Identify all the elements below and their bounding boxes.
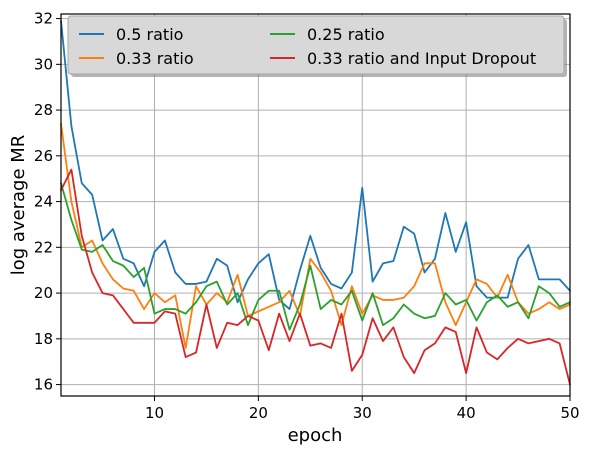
x-tick-label-2: 30	[353, 404, 372, 422]
series-line-0	[60, 19, 571, 310]
y-tick-label-0: 16	[34, 376, 53, 394]
plot-background	[61, 14, 570, 396]
y-tick-label-6: 28	[34, 101, 53, 119]
legend: 0.5 ratio 0.33 ratio 0.25 ratio 0.33 rat…	[67, 15, 567, 77]
legend-label-0: 0.5 ratio	[116, 25, 183, 44]
x-tick-label-0: 10	[145, 404, 164, 422]
legend-label-1: 0.33 ratio	[116, 49, 194, 68]
series-line-1	[60, 122, 571, 349]
y-tick-label-4: 24	[34, 193, 53, 211]
x-tick-label-1: 20	[249, 404, 268, 422]
y-tick-label-7: 30	[34, 55, 53, 73]
series-lines	[60, 19, 571, 386]
y-tick-label-5: 26	[34, 147, 53, 165]
x-tick-label-4: 50	[560, 404, 579, 422]
x-tick-label-3: 40	[457, 404, 476, 422]
legend-label-2: 0.25 ratio	[307, 25, 385, 44]
y-tick-label-2: 20	[34, 284, 53, 302]
axis-ticks: 10 20 30 40 50 16 18 20 22 24 26 28 30 32	[34, 10, 580, 422]
legend-box	[67, 15, 565, 75]
legend-label-3: 0.33 ratio and Input Dropout	[307, 49, 536, 68]
y-axis-label: log average MR	[8, 135, 29, 276]
x-axis-label: epoch	[288, 425, 343, 446]
y-tick-label-8: 32	[34, 10, 53, 28]
series-line-2	[60, 182, 571, 331]
series-line-3	[60, 168, 571, 386]
y-tick-label-3: 22	[34, 238, 53, 256]
y-tick-label-1: 18	[34, 330, 53, 348]
plot-frame	[60, 13, 571, 397]
